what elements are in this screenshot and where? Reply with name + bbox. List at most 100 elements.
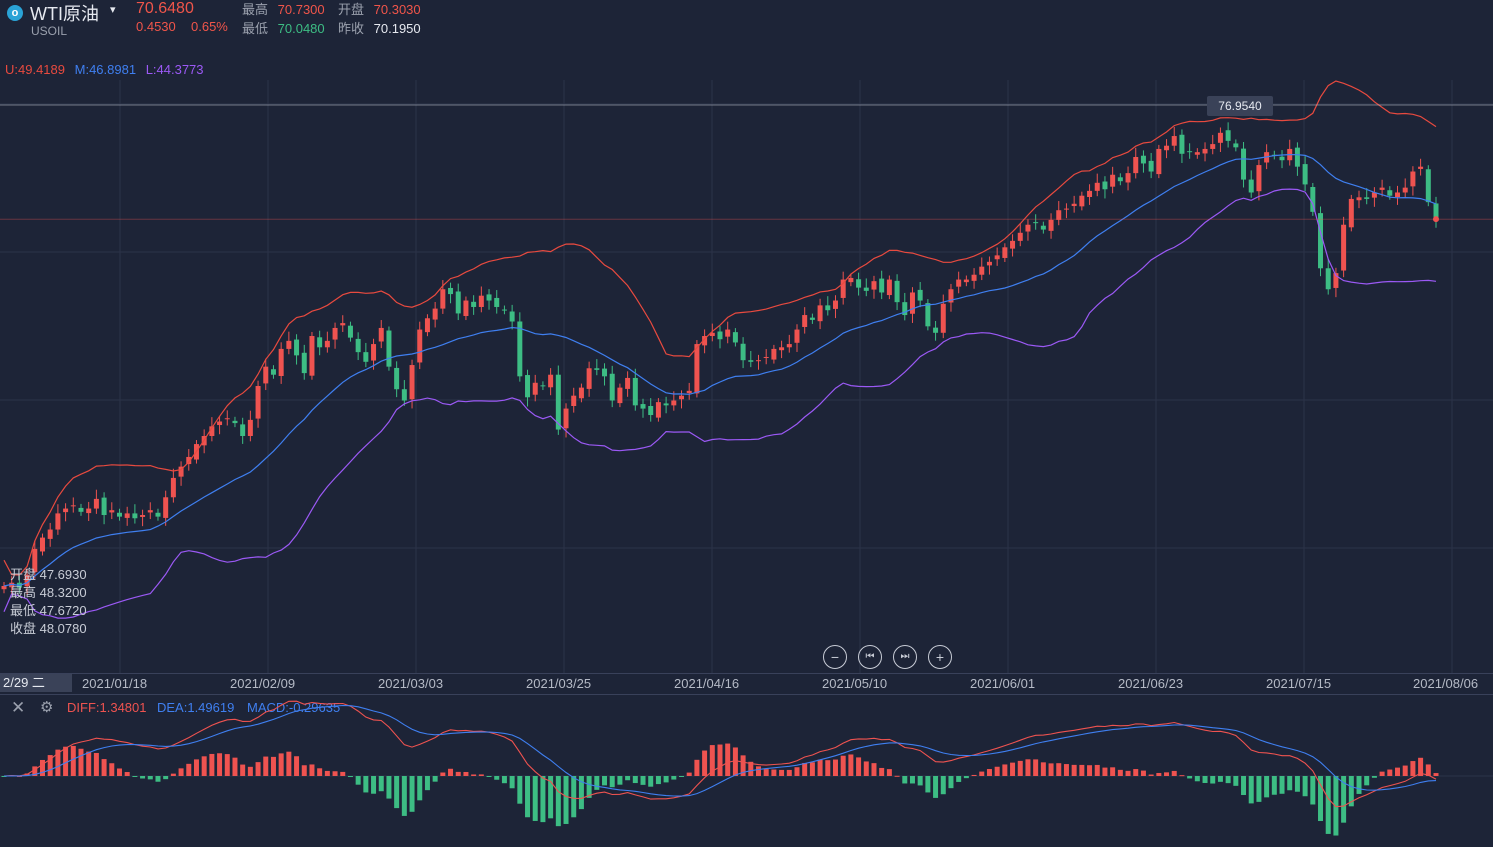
- macd-bar: [478, 774, 484, 776]
- macd-bar: [294, 756, 300, 776]
- candle-body: [417, 329, 423, 363]
- candle-body: [1379, 187, 1385, 190]
- macd-bar: [1287, 776, 1293, 791]
- macd-bar: [124, 772, 130, 776]
- candlestick-chart[interactable]: [0, 80, 1493, 673]
- candle-body: [147, 510, 153, 513]
- macd-bar: [1318, 776, 1324, 822]
- macd-bar: [902, 776, 908, 784]
- macd-bar: [1425, 764, 1431, 776]
- macd-chart[interactable]: [0, 694, 1493, 847]
- candle-body: [1325, 268, 1331, 290]
- candle-body: [694, 344, 700, 394]
- candle-body: [717, 331, 723, 340]
- macd-bar: [1294, 776, 1300, 792]
- candle-body: [286, 340, 292, 349]
- macd-bar: [440, 772, 446, 776]
- candle-body: [994, 255, 1000, 260]
- macd-bar: [1348, 776, 1354, 807]
- high-label: 最高: [242, 2, 269, 17]
- candle-body: [902, 302, 908, 316]
- bb-middle-value: M:46.8981: [74, 62, 137, 77]
- close-icon[interactable]: ✕: [11, 698, 26, 717]
- x-tick: 2021/03/03: [378, 676, 444, 691]
- macd-bar: [679, 776, 685, 777]
- macd-bar: [1133, 769, 1139, 776]
- chevron-down-icon[interactable]: ▾: [110, 4, 116, 16]
- macd-bar: [578, 776, 584, 810]
- macd-bar: [1210, 776, 1216, 784]
- macd-bar: [602, 776, 608, 786]
- macd-bar: [1279, 776, 1285, 794]
- scroll-right-button[interactable]: ⏭: [893, 645, 917, 669]
- candle-body: [794, 329, 800, 343]
- candle-body: [270, 369, 276, 375]
- macd-bar: [709, 745, 715, 776]
- gear-icon[interactable]: ⚙: [40, 699, 54, 716]
- zoom-out-button[interactable]: −: [823, 645, 847, 669]
- crosshair-high: 最高 48.3200: [10, 585, 87, 600]
- macd-bar: [933, 776, 939, 798]
- candle-body: [355, 338, 361, 353]
- macd-bar: [825, 760, 831, 776]
- macd-bar: [817, 759, 823, 776]
- x-tick: 2021/05/10: [822, 676, 888, 691]
- prev-close-value: 70.1950: [373, 21, 421, 36]
- macd-bar: [270, 756, 276, 776]
- macd-bar: [832, 759, 838, 776]
- candle-body: [940, 303, 946, 333]
- candle-body: [1048, 219, 1054, 231]
- high-value: 70.7300: [277, 2, 325, 17]
- macd-bar: [63, 746, 69, 776]
- candle-body: [532, 382, 538, 395]
- candle-body: [771, 348, 777, 360]
- candle-body: [1, 585, 7, 590]
- macd-bar: [132, 776, 138, 777]
- low-value: 70.0480: [277, 21, 325, 36]
- candle-body: [986, 261, 992, 266]
- candle-body: [440, 289, 446, 309]
- macd-bar: [286, 751, 292, 776]
- candle-body: [1402, 187, 1408, 193]
- candle-body: [1241, 148, 1247, 180]
- macd-bar: [609, 776, 615, 788]
- macd-bar: [586, 776, 592, 798]
- last-price-dot: [1433, 216, 1439, 223]
- candle-body: [1071, 203, 1077, 207]
- symbol-name[interactable]: WTI原油: [30, 4, 99, 24]
- macd-bar: [1056, 763, 1062, 776]
- macd-bar: [1110, 767, 1116, 776]
- macd-bar: [994, 766, 1000, 776]
- candle-body: [825, 305, 831, 311]
- candle-body: [909, 292, 915, 314]
- candle-body: [1056, 210, 1062, 220]
- candle-body: [471, 301, 477, 307]
- macd-bar: [956, 776, 962, 782]
- candle-body: [894, 280, 900, 303]
- candle-body: [463, 300, 469, 317]
- macd-bar: [1395, 767, 1401, 776]
- scroll-left-button[interactable]: ⏮: [858, 645, 882, 669]
- macd-bar: [409, 776, 415, 812]
- candle-body: [1087, 190, 1093, 197]
- candle-body: [1364, 197, 1370, 199]
- macd-bar: [1063, 764, 1069, 776]
- candle-body: [671, 400, 677, 406]
- macd-bar: [1379, 771, 1385, 776]
- candle-body: [1164, 145, 1170, 151]
- candle-body: [917, 289, 923, 301]
- zoom-in-button[interactable]: +: [928, 645, 952, 669]
- macd-bar: [1087, 765, 1093, 776]
- macd-bar: [309, 764, 315, 776]
- candle-body: [155, 512, 161, 517]
- macd-bar: [1040, 762, 1046, 776]
- macd-bar: [1241, 776, 1247, 796]
- macd-bar: [517, 776, 523, 804]
- macd-bar: [886, 769, 892, 776]
- macd-bar: [1017, 760, 1023, 776]
- macd-bar: [1156, 772, 1162, 776]
- candle-body: [455, 291, 461, 314]
- candle-body: [1156, 148, 1162, 175]
- macd-bar: [555, 776, 561, 827]
- candle-body: [679, 395, 685, 400]
